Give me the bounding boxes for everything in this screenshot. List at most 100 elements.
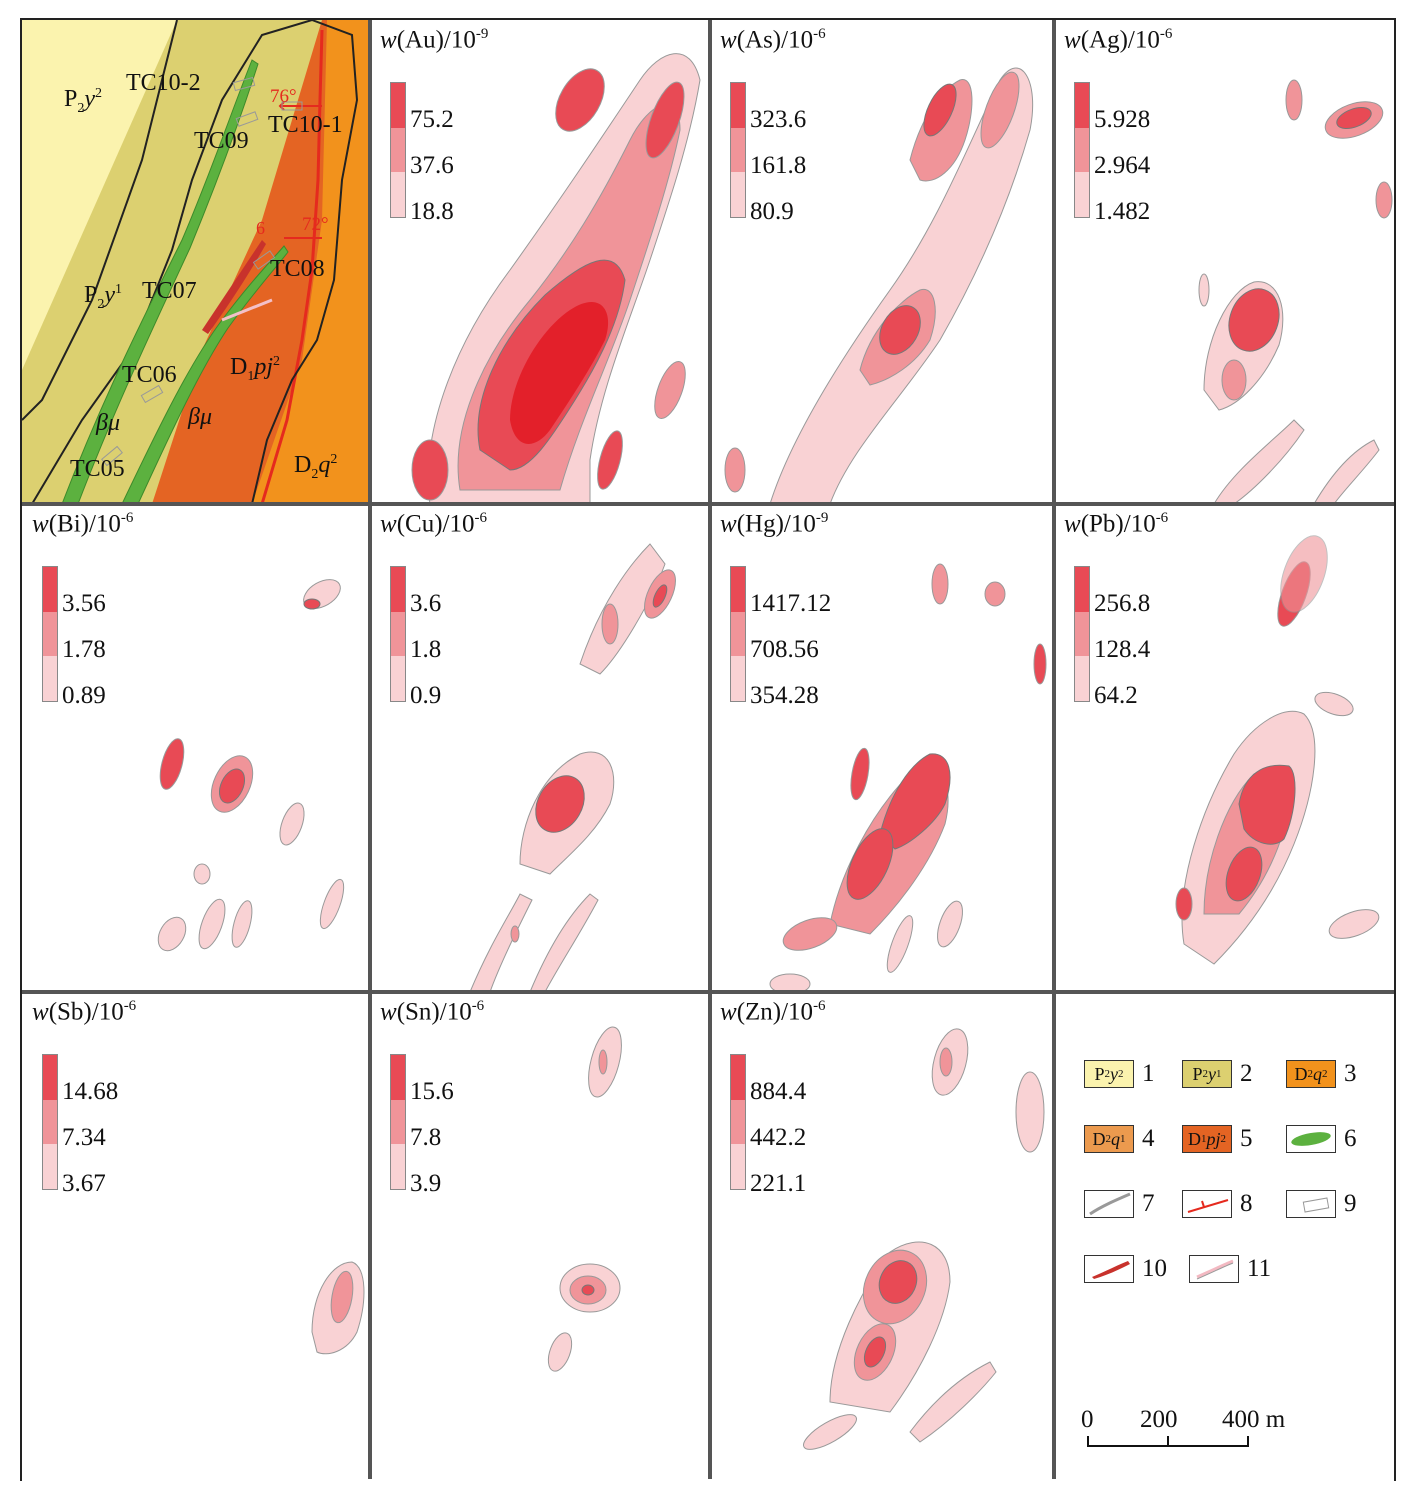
anomaly-map-sn bbox=[547, 1026, 622, 1372]
panel-element: (Sb)/10 bbox=[48, 998, 124, 1026]
panel-element: (As)/10 bbox=[736, 26, 814, 54]
level-label-bi-2: 0.89 bbox=[62, 682, 106, 709]
anomaly-map-sb bbox=[311, 1261, 365, 1355]
level-label-au-0: 75.2 bbox=[410, 106, 454, 133]
trench-label-tc09: TC09 bbox=[194, 128, 249, 154]
panel-zn bbox=[710, 992, 1054, 1481]
level-label-ag-0: 5.928 bbox=[1094, 106, 1151, 133]
color-scale-ag bbox=[1074, 82, 1090, 218]
level-label-pb-0: 256.8 bbox=[1094, 590, 1151, 617]
trench-label-tc07: TC07 bbox=[142, 278, 197, 304]
level-label-zn-2: 221.1 bbox=[750, 1170, 807, 1197]
panel-element: (Cu)/10 bbox=[396, 510, 475, 538]
anomaly-map-zn bbox=[803, 1028, 1045, 1450]
level-label-as-2: 80.9 bbox=[750, 198, 794, 225]
legend-item-9: 9 bbox=[1286, 1190, 1357, 1218]
trench-label-tc05: TC05 bbox=[70, 456, 125, 482]
panel-title-sn: w(Sn)/10-6 bbox=[380, 998, 485, 1026]
geology-map-panel: P2y2 P2y1 D1pj2 D2q2 βμ βμ TC10-2 TC10-1… bbox=[22, 20, 370, 504]
panel-title-au: w(Au)/10-9 bbox=[380, 26, 489, 54]
grid-line-v3 bbox=[1052, 20, 1056, 1479]
trench-label-tc08: TC08 bbox=[270, 256, 325, 282]
panel-au bbox=[370, 20, 710, 504]
panel-element: (Hg)/10 bbox=[736, 510, 816, 538]
panel-element: (Zn)/10 bbox=[736, 998, 814, 1026]
level-label-zn-1: 442.2 bbox=[750, 1124, 807, 1151]
panel-bi bbox=[22, 504, 370, 992]
level-label-as-0: 323.6 bbox=[750, 106, 807, 133]
level-label-sn-2: 3.9 bbox=[410, 1170, 442, 1197]
panel-ag bbox=[1054, 20, 1394, 504]
grid-line-v1 bbox=[368, 20, 372, 1479]
level-label-sn-1: 7.8 bbox=[410, 1124, 442, 1151]
unit-label-beta-mu-2: βμ bbox=[188, 404, 212, 430]
orebody-label-6: 6 bbox=[256, 218, 265, 238]
scale-tick-200: 200 bbox=[1140, 1406, 1178, 1433]
dip-label-72: 72° bbox=[302, 214, 329, 235]
color-scale-au bbox=[390, 82, 406, 218]
scale-bar: 0 200 400 m bbox=[1078, 1406, 1298, 1466]
level-label-sb-0: 14.68 bbox=[62, 1078, 119, 1105]
color-scale-pb bbox=[1074, 566, 1090, 702]
panel-title-cu: w(Cu)/10-6 bbox=[380, 510, 487, 538]
dip-label-76: 76° bbox=[270, 86, 297, 107]
figure-frame: P2y2 P2y1 D1pj2 D2q2 βμ βμ TC10-2 TC10-1… bbox=[20, 18, 1396, 1481]
trench-label-tc06: TC06 bbox=[122, 362, 177, 388]
panel-element: (Pb)/10 bbox=[1080, 510, 1156, 538]
geology-map bbox=[22, 20, 370, 504]
panel-sb bbox=[22, 992, 370, 1481]
color-scale-sn bbox=[390, 1054, 406, 1190]
anomaly-map-hg bbox=[769, 563, 1047, 992]
panel-title-hg: w(Hg)/10-9 bbox=[720, 510, 829, 538]
scale-tick-0: 0 bbox=[1081, 1406, 1094, 1433]
panel-title-sb: w(Sb)/10-6 bbox=[32, 998, 137, 1026]
level-label-as-1: 161.8 bbox=[750, 152, 807, 179]
level-label-bi-1: 1.78 bbox=[62, 636, 106, 663]
level-label-cu-2: 0.9 bbox=[410, 682, 442, 709]
panel-element: (Au)/10 bbox=[396, 26, 476, 54]
panel-title-pb: w(Pb)/10-6 bbox=[1064, 510, 1169, 538]
panel-element: (Bi)/10 bbox=[48, 510, 121, 538]
grid-line-v2 bbox=[708, 20, 712, 1479]
panel-title-as: w(As)/10-6 bbox=[720, 26, 826, 54]
level-label-au-1: 37.6 bbox=[410, 152, 454, 179]
panel-as bbox=[710, 20, 1054, 504]
legend-item-11: 11 bbox=[1189, 1255, 1271, 1283]
level-label-pb-1: 128.4 bbox=[1094, 636, 1151, 663]
level-label-sb-1: 7.34 bbox=[62, 1124, 106, 1151]
level-label-ag-1: 2.964 bbox=[1094, 152, 1151, 179]
level-label-zn-0: 884.4 bbox=[750, 1078, 807, 1105]
panel-hg bbox=[710, 504, 1054, 992]
unit-label-beta-mu-1: βμ bbox=[96, 410, 120, 436]
level-label-au-2: 18.8 bbox=[410, 198, 454, 225]
anomaly-map-cu bbox=[469, 543, 676, 992]
anomaly-map-au bbox=[411, 53, 701, 504]
trench-label-tc10-2: TC10-2 bbox=[126, 70, 201, 96]
level-label-bi-0: 3.56 bbox=[62, 590, 106, 617]
panel-title-ag: w(Ag)/10-6 bbox=[1064, 26, 1173, 54]
level-label-pb-2: 64.2 bbox=[1094, 682, 1138, 709]
anomaly-map-ag bbox=[1198, 79, 1393, 504]
unit-label-d1pj2: D1pj2 bbox=[230, 354, 281, 384]
level-label-cu-1: 1.8 bbox=[410, 636, 442, 663]
color-scale-as bbox=[730, 82, 746, 218]
panel-cu bbox=[370, 504, 710, 992]
color-scale-zn bbox=[730, 1054, 746, 1190]
grid-line-h2 bbox=[22, 990, 1394, 994]
panel-element: (Ag)/10 bbox=[1080, 26, 1160, 54]
level-label-hg-1: 708.56 bbox=[750, 636, 819, 663]
level-label-sb-2: 3.67 bbox=[62, 1170, 106, 1197]
level-label-hg-0: 1417.12 bbox=[750, 590, 832, 617]
panel-title-zn: w(Zn)/10-6 bbox=[720, 998, 826, 1026]
panel-element: (Sn)/10 bbox=[396, 998, 472, 1026]
level-label-hg-2: 354.28 bbox=[750, 682, 819, 709]
unit-label-d2q2: D2q2 bbox=[294, 452, 338, 482]
panel-title-bi: w(Bi)/10-6 bbox=[32, 510, 134, 538]
level-label-ag-2: 1.482 bbox=[1094, 198, 1151, 225]
anomaly-map-bi bbox=[157, 579, 345, 952]
color-scale-sb bbox=[42, 1054, 58, 1190]
